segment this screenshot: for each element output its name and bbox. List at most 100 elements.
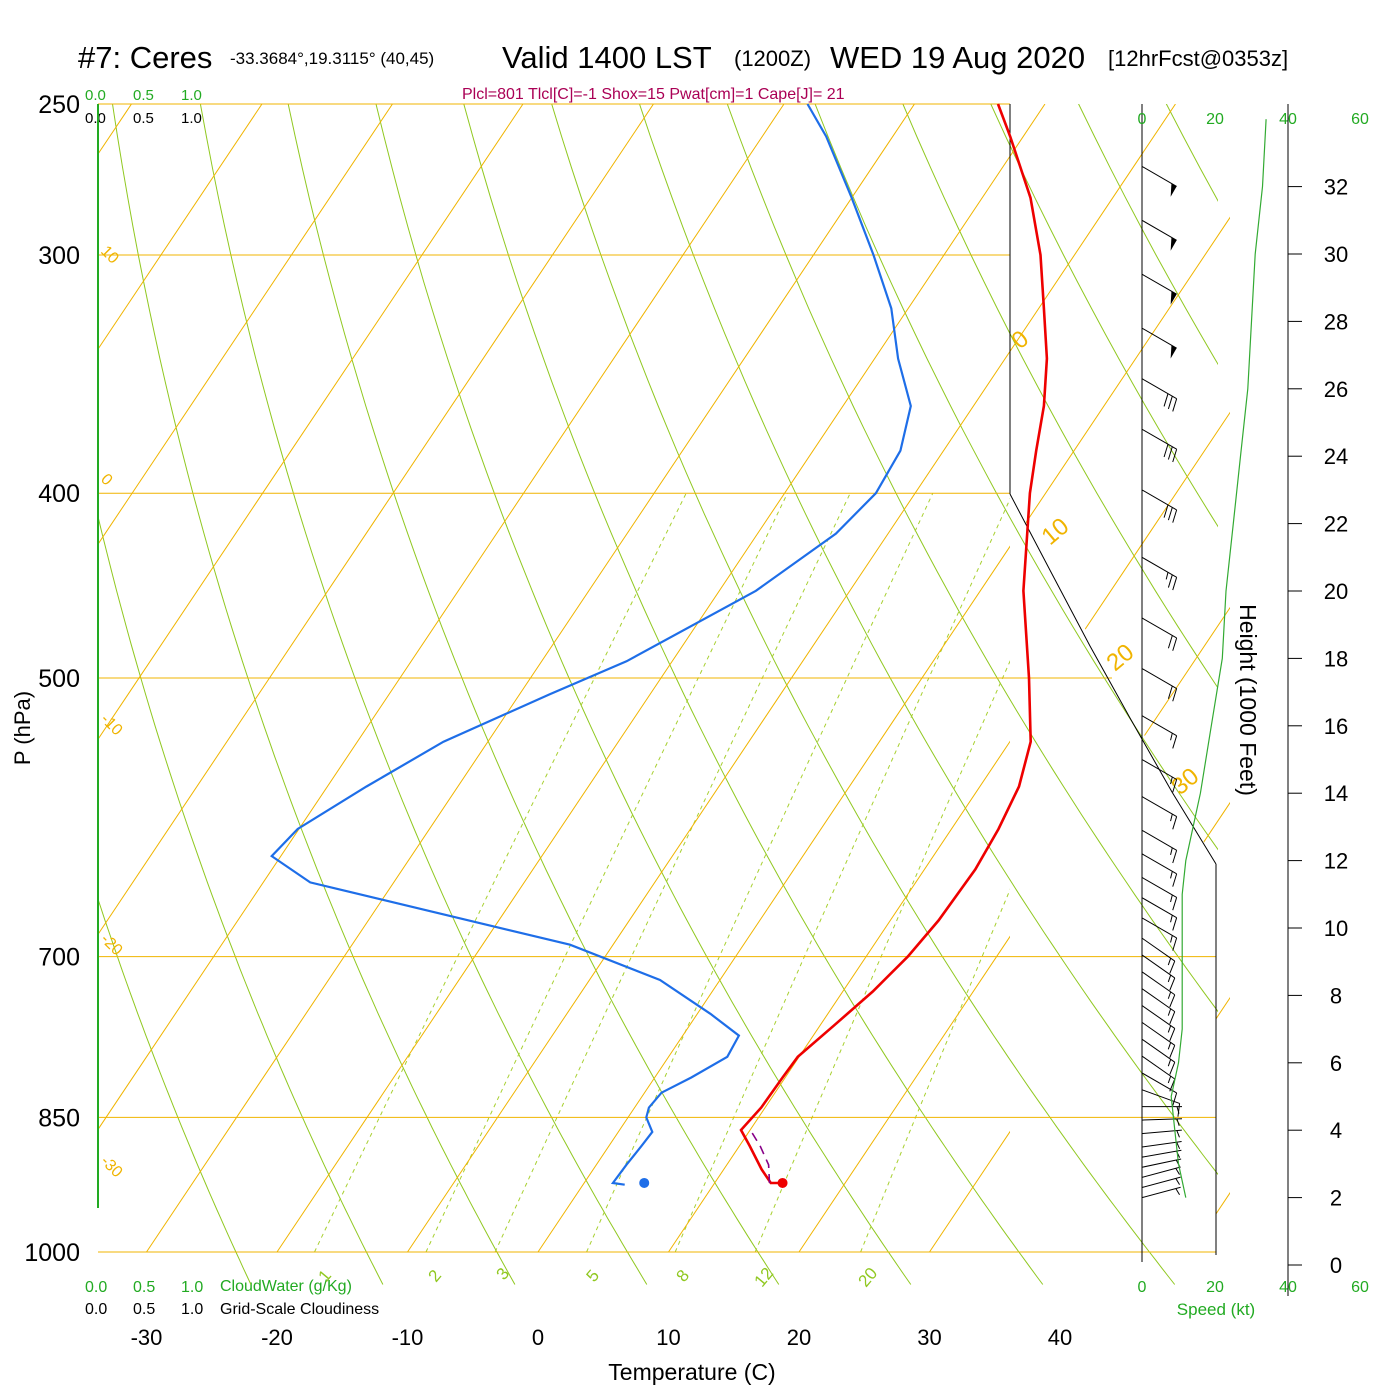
wind-barb-staff	[1141, 1176, 1181, 1188]
wind-barb-feather	[1172, 816, 1178, 830]
wind-barb-half-feather	[1167, 958, 1172, 966]
isotherm-label: 0	[97, 471, 115, 489]
speed-axis-label: Speed (kt)	[1177, 1300, 1255, 1319]
wind-barb-staff	[1141, 1072, 1177, 1094]
wind-barb-staff	[1141, 796, 1177, 818]
dry-adiabat-line	[463, 104, 1044, 1285]
wind-barb-staff	[1141, 759, 1177, 780]
wind-barb-half-feather	[1176, 1130, 1180, 1138]
wind-barb	[1141, 829, 1178, 864]
wind-barb-half-feather	[1167, 1025, 1172, 1033]
wind-barb-half-feather	[1170, 894, 1173, 903]
x-axis-label: Temperature (C)	[608, 1359, 775, 1385]
wind-barb-pennant	[1170, 291, 1177, 305]
station-title: #7: Ceres	[78, 40, 212, 75]
wind-barb-half-feather	[1170, 871, 1173, 879]
cloudiness-bottom-1: 1.0	[181, 1301, 203, 1318]
wind-barb	[1141, 1005, 1176, 1042]
wind-barb	[1141, 954, 1176, 991]
wind-barb-feather	[1169, 960, 1176, 974]
wind-barb	[1141, 971, 1176, 1008]
wind-barb	[1141, 897, 1178, 931]
dry-adiabat-line	[990, 104, 1218, 528]
upper-isotherm-label: 10	[1037, 513, 1075, 551]
wind-barb-staff	[1141, 715, 1177, 737]
wind-barb-feather	[1177, 1103, 1181, 1117]
height-tick-label: 12	[1324, 849, 1348, 874]
wind-barb	[1141, 327, 1177, 359]
wind-barb-half-feather	[1167, 1042, 1172, 1050]
dry-adiabat-line	[199, 104, 648, 1285]
wind-barb-half-feather	[1167, 1075, 1172, 1084]
upper-isotherm-line	[1010, 104, 1176, 1253]
wind-barb-feather	[1169, 977, 1176, 991]
upper-isotherm-line	[1190, 104, 1230, 1253]
wind-barb-half-feather	[1176, 1141, 1181, 1150]
wind-barb-staff	[1141, 489, 1177, 511]
wind-barb-half-feather	[1165, 572, 1169, 580]
sounding-indices: Plcl=801 Tlcl[C]=-1 Shox=15 Pwat[cm]=1 C…	[462, 86, 845, 103]
wind-barb-feather	[1169, 1011, 1176, 1025]
wind-barb-feather	[1172, 897, 1178, 911]
station-coords: -33.3684°,19.3115° (40,45)	[230, 49, 434, 68]
wind-barb-feather	[1172, 577, 1178, 591]
wind-barb-feather	[1172, 688, 1178, 702]
mixing-ratio-label: 3	[493, 1264, 514, 1283]
isotherm-label: -30	[97, 1153, 125, 1181]
isotherm-line	[98, 104, 393, 546]
wind-barb-staff	[1141, 327, 1177, 349]
wind-barb-half-feather	[1170, 776, 1173, 785]
wind-barb-staff	[1141, 853, 1177, 875]
height-tick-label: 6	[1330, 1051, 1342, 1076]
height-tick-label: 22	[1324, 512, 1348, 537]
height-tick-label: 24	[1324, 444, 1348, 469]
speed-tick-top-20: 20	[1206, 111, 1224, 128]
wind-barb	[1141, 1140, 1182, 1150]
wind-barb-staff	[1141, 1166, 1181, 1178]
wind-barb-half-feather	[1170, 847, 1173, 855]
wind-barb-feather	[1169, 994, 1176, 1008]
isotherm-line	[98, 104, 263, 351]
upper-isotherm-label: 20	[1102, 639, 1140, 677]
speed-tick-bottom-0: 0	[1138, 1279, 1147, 1296]
wind-barb	[1141, 937, 1176, 974]
x-tick-label: 10	[656, 1325, 680, 1350]
upper-isotherm-label: 30	[1167, 763, 1205, 801]
isobars	[98, 103, 1216, 1253]
cloudwater-bottom-0: 0.0	[85, 1279, 107, 1296]
wind-barb-staff	[1141, 1140, 1182, 1148]
wind-barb	[1141, 556, 1178, 591]
wind-barb-staff	[1141, 1055, 1176, 1080]
height-tick-label: 18	[1324, 646, 1348, 671]
x-tick-label: -10	[392, 1325, 424, 1350]
cloudiness-top-0: 0.0	[85, 110, 106, 127]
speed-tick-top-0: 0	[1138, 111, 1147, 128]
wind-barb	[1141, 1149, 1182, 1158]
valid-date: WED 19 Aug 2020	[830, 40, 1085, 75]
wind-barb-feather	[1172, 398, 1178, 412]
wind-barb-feather	[1167, 574, 1173, 588]
wind-barb-feather	[1172, 637, 1178, 651]
wind-barb-feather	[1167, 635, 1173, 649]
isotherm-line	[1191, 104, 1400, 1252]
wind-barb-staff	[1141, 1129, 1182, 1135]
wind-barb	[1141, 1118, 1182, 1126]
cloudiness-top-1: 1.0	[181, 110, 202, 127]
height-tick-label: 4	[1330, 1118, 1342, 1143]
speed-tick-top-60: 60	[1351, 111, 1369, 128]
wind-barb-staff	[1141, 428, 1177, 450]
wind-barb-staff	[1141, 1005, 1176, 1029]
dry-adiabat-line	[638, 104, 1218, 1176]
mixing-ratio-line	[494, 492, 851, 1253]
wind-barb-staff	[1141, 556, 1177, 578]
mixing-ratio-label: 2	[425, 1266, 446, 1285]
wind-barb-feather	[1172, 1092, 1178, 1106]
cloudwater-top-0: 0.0	[85, 87, 106, 104]
cloudiness-bottom-0: 0.0	[85, 1301, 107, 1318]
pressure-tick-label: 300	[38, 242, 80, 270]
upper-isotherm-line	[1010, 104, 1230, 1253]
isotherm-label: -20	[97, 931, 125, 959]
wind-barb-staff	[1141, 988, 1176, 1013]
wind-barb	[1141, 165, 1177, 197]
